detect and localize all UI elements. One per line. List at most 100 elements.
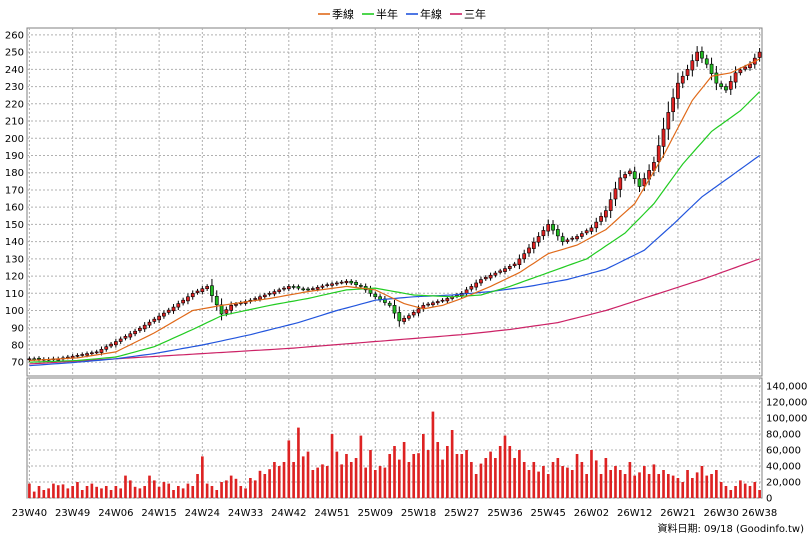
candle-body bbox=[138, 327, 142, 331]
candle-body bbox=[536, 236, 541, 243]
candle bbox=[608, 192, 613, 219]
candle bbox=[541, 226, 546, 240]
candle bbox=[685, 64, 690, 81]
candle bbox=[431, 300, 435, 307]
volume-bar bbox=[133, 486, 137, 498]
candle-body bbox=[147, 321, 152, 326]
candle bbox=[181, 297, 185, 306]
volume-bar bbox=[258, 470, 262, 498]
volume-bar bbox=[162, 482, 166, 498]
volume-bar bbox=[311, 470, 315, 498]
candle bbox=[575, 234, 579, 242]
candle-body bbox=[714, 72, 719, 84]
volume-bar bbox=[316, 467, 319, 498]
volume-bar bbox=[181, 488, 185, 498]
volume-bar bbox=[220, 482, 223, 498]
x-tick-label: 25W36 bbox=[487, 508, 522, 519]
volume-bar bbox=[225, 480, 228, 498]
candle bbox=[661, 117, 666, 158]
volume-bar bbox=[628, 462, 632, 498]
candle bbox=[157, 313, 161, 323]
candle-body bbox=[339, 281, 344, 284]
candle bbox=[267, 291, 272, 297]
x-tick-label: 26W02 bbox=[574, 508, 609, 519]
candle bbox=[262, 292, 267, 299]
candle bbox=[565, 237, 570, 244]
volume-bar bbox=[301, 456, 305, 498]
volume-bar bbox=[100, 488, 103, 498]
candle-body bbox=[498, 270, 503, 273]
candle-body bbox=[431, 302, 435, 306]
candle-body bbox=[234, 303, 238, 306]
volume-bar bbox=[306, 451, 310, 498]
candle bbox=[656, 135, 661, 173]
legend-label: 半年 bbox=[376, 7, 398, 21]
candle-body bbox=[291, 286, 296, 288]
candle-body bbox=[522, 253, 527, 260]
candle-body bbox=[133, 330, 137, 335]
candle-body bbox=[75, 355, 80, 357]
candle-body bbox=[104, 346, 109, 350]
candle-body bbox=[584, 230, 589, 234]
candle bbox=[407, 313, 411, 321]
x-tick-label: 24W42 bbox=[271, 508, 306, 519]
volume-tick-label: 20,000 bbox=[766, 478, 801, 489]
volume-bar bbox=[330, 434, 334, 498]
candle bbox=[291, 284, 296, 290]
candle-body bbox=[570, 237, 575, 240]
volume-bar bbox=[402, 442, 406, 498]
x-tick-label: 26W38 bbox=[742, 508, 777, 519]
candle bbox=[330, 281, 334, 288]
x-tick-label: 26W30 bbox=[703, 508, 738, 519]
price-tick-label: 100 bbox=[5, 306, 24, 317]
candle-body bbox=[555, 229, 560, 237]
candle-body bbox=[728, 81, 733, 90]
candle-body bbox=[575, 236, 579, 240]
candle-body bbox=[579, 233, 584, 237]
volume-bar bbox=[652, 464, 656, 498]
candle-body bbox=[507, 266, 512, 269]
candle bbox=[531, 237, 536, 254]
x-tick-label: 24W24 bbox=[185, 508, 220, 519]
volume-bar bbox=[609, 470, 612, 498]
candle-body bbox=[229, 305, 234, 311]
volume-bar bbox=[157, 486, 161, 498]
volume-bar bbox=[671, 475, 675, 498]
volume-tick-label: 80,000 bbox=[766, 430, 801, 441]
candle bbox=[214, 290, 219, 311]
price-tick-label: 140 bbox=[5, 237, 24, 248]
candle bbox=[27, 356, 32, 362]
candle bbox=[700, 46, 704, 64]
candle-body bbox=[282, 287, 286, 290]
volume-bar bbox=[277, 466, 281, 498]
volume-bar bbox=[633, 475, 637, 498]
candle bbox=[104, 344, 109, 352]
candle-body bbox=[565, 239, 570, 242]
candle bbox=[503, 265, 507, 275]
candle-body bbox=[426, 303, 430, 306]
candle bbox=[277, 287, 282, 294]
candle-body bbox=[80, 354, 85, 356]
candle-body bbox=[118, 338, 123, 342]
volume-bar bbox=[287, 440, 291, 498]
candle-body bbox=[623, 174, 627, 179]
candle-body bbox=[704, 58, 709, 65]
volume-bar bbox=[239, 486, 243, 498]
volume-bar bbox=[143, 486, 147, 498]
volume-bar bbox=[417, 453, 420, 498]
candle-body bbox=[200, 288, 205, 292]
volume-bar bbox=[393, 446, 396, 498]
price-tick-label: 260 bbox=[5, 30, 24, 41]
ma-line-quarter bbox=[29, 58, 760, 362]
candle-body bbox=[296, 286, 301, 289]
volume-bar bbox=[32, 491, 36, 498]
candle-body bbox=[392, 305, 397, 314]
candle bbox=[728, 75, 733, 95]
volume-bar bbox=[542, 466, 545, 498]
volume-tick-label: 140,000 bbox=[766, 382, 807, 393]
price-tick-label: 220 bbox=[5, 99, 24, 110]
volume-tick-label: 100,000 bbox=[766, 414, 807, 425]
candle bbox=[176, 300, 181, 311]
candle bbox=[344, 279, 349, 285]
